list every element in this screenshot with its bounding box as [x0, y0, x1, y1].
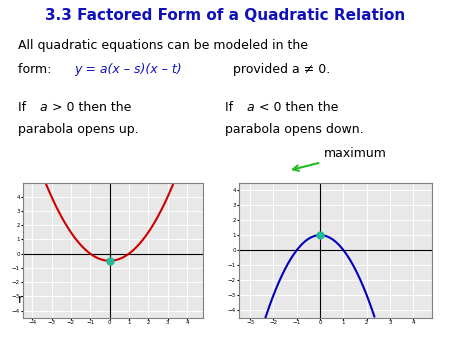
Text: minimum: minimum	[18, 293, 116, 306]
Text: 3.3 Factored Form of a Quadratic Relation: 3.3 Factored Form of a Quadratic Relatio…	[45, 8, 405, 23]
Text: parabola opens up.: parabola opens up.	[18, 123, 139, 136]
Text: If: If	[18, 101, 30, 114]
Text: form:: form:	[18, 63, 63, 75]
Text: All quadratic equations can be modeled in the: All quadratic equations can be modeled i…	[18, 39, 308, 52]
Text: > 0 then the: > 0 then the	[48, 101, 131, 114]
Text: a: a	[40, 101, 47, 114]
Text: maximum: maximum	[293, 147, 387, 171]
Text: y = a(x – s)(x – t): y = a(x – s)(x – t)	[74, 63, 182, 75]
Text: provided a ≠ 0.: provided a ≠ 0.	[225, 63, 330, 75]
Text: < 0 then the: < 0 then the	[255, 101, 338, 114]
Text: a: a	[247, 101, 254, 114]
Text: If: If	[225, 101, 237, 114]
Text: parabola opens down.: parabola opens down.	[225, 123, 364, 136]
